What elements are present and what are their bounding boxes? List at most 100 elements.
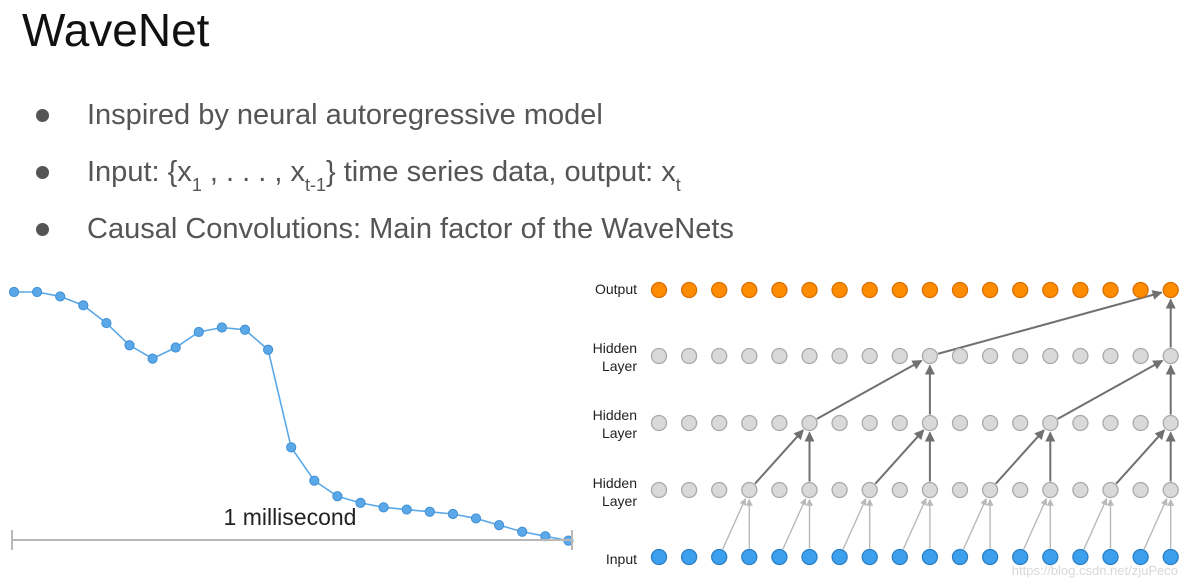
waveform-sample-point [55,291,66,302]
input-node [1042,548,1059,566]
waveform-sample-point [8,286,20,298]
waveform-sample-point [239,324,251,335]
input-connection-arrow [722,498,747,550]
hidden-node [1132,414,1149,432]
waveform-sample-point [494,520,505,531]
hidden-node [711,414,728,432]
output-node [801,281,818,299]
input-node [891,548,908,566]
hidden-node [771,481,788,499]
dilated-connection-arrow [995,429,1045,485]
hidden-node [1132,347,1149,365]
hidden-node [831,414,848,432]
input-node [831,548,848,566]
dilated-connection-arrow [1115,429,1166,485]
hidden-node [891,414,908,432]
input-node [981,548,999,566]
dilated-connection-arrow [816,359,923,420]
bullet-text: Causal Convolutions: Main factor of the … [87,213,734,245]
output-node [981,281,999,299]
input-node [1162,548,1179,566]
waveform-sample-point [78,300,89,311]
output-node [1102,281,1119,299]
hidden-node [951,481,969,499]
input-node [1132,548,1149,566]
output-node [951,281,969,299]
hidden-node [801,347,818,365]
output-node [680,281,698,299]
waveform-sample-point [470,513,482,524]
bullet-dot-icon [36,109,49,122]
layer-labels: Output Hidden Layer Hidden Layer Hidden … [593,281,638,567]
bullet-input-output: Input: {x1 , . . . , xt-1} time series d… [36,149,734,206]
hidden-node [680,347,698,365]
hidden-node [650,481,668,499]
input-node [650,548,668,566]
input-node [1072,548,1089,566]
waveform-sample-point [263,344,274,355]
hidden-node [680,414,698,432]
waveform-sample-point [517,526,528,537]
input-connection-arrow [962,498,987,550]
hidden-node [1102,481,1119,499]
waveform-sample-point [378,502,389,513]
hidden-node [951,347,969,365]
hidden-node [1102,414,1119,432]
dilated-connection-arrow [874,429,925,485]
hidden-node [981,481,999,499]
output-node [891,281,908,299]
hidden-node [1072,481,1089,499]
network-edges [722,290,1176,550]
hidden-node [921,414,939,432]
waveform-sample-point [101,317,112,329]
output-node [861,281,878,299]
waveform-sample-point [124,340,135,351]
output-node [1162,281,1179,299]
hidden-node [861,347,878,365]
hidden-node [680,481,698,499]
waveform-sample-point [424,506,435,517]
dilated-connection-arrow [1057,359,1164,420]
bullet-text: Inspired by neural autoregressive model [87,99,603,131]
hidden-node [1012,347,1029,365]
label-output: Output [595,281,637,297]
hidden-node [650,414,668,432]
input-node [1012,548,1029,566]
hidden-node [711,481,728,499]
waveform-sample-point [286,442,297,453]
hidden-node [1072,414,1089,432]
input-node [680,548,698,566]
waveform-plot [8,286,574,546]
bullet-list: Inspired by neural autoregressive model … [36,92,734,263]
hidden-node [1162,414,1179,432]
label-hidden-bottom-line2: Layer [602,493,637,509]
label-hidden-bottom-line1: Hidden [593,475,637,491]
waveform-sample-point [309,475,320,486]
dilated-connection-arrow [937,290,1163,355]
input-node [921,548,939,566]
waveform-sample-point [447,508,458,520]
label-hidden-mid-line2: Layer [602,425,637,441]
hidden-node [861,414,878,432]
hidden-node [1042,414,1059,432]
output-node [1012,281,1029,299]
hidden-node [741,414,758,432]
hidden-node [771,347,788,365]
subscript-t: t [675,175,681,195]
waveform-sample-point [147,353,158,364]
watermark: https://blog.csdn.net/zjuPeco [1012,563,1178,578]
output-node [650,281,668,299]
input-node [1102,548,1119,566]
input-connection-arrow [1143,498,1168,550]
input-node [861,548,878,566]
output-node [831,281,848,299]
waveform-sample-point [32,286,43,298]
input-connection-arrow [842,498,867,550]
hidden-node [741,481,758,499]
bullet-text-part: Input: {x [87,156,192,188]
hidden-node [921,481,939,499]
waveform-sample-point [216,322,227,333]
waveform-sample-point [332,491,343,502]
hidden-node [1162,481,1179,499]
network-nodes [650,281,1179,566]
